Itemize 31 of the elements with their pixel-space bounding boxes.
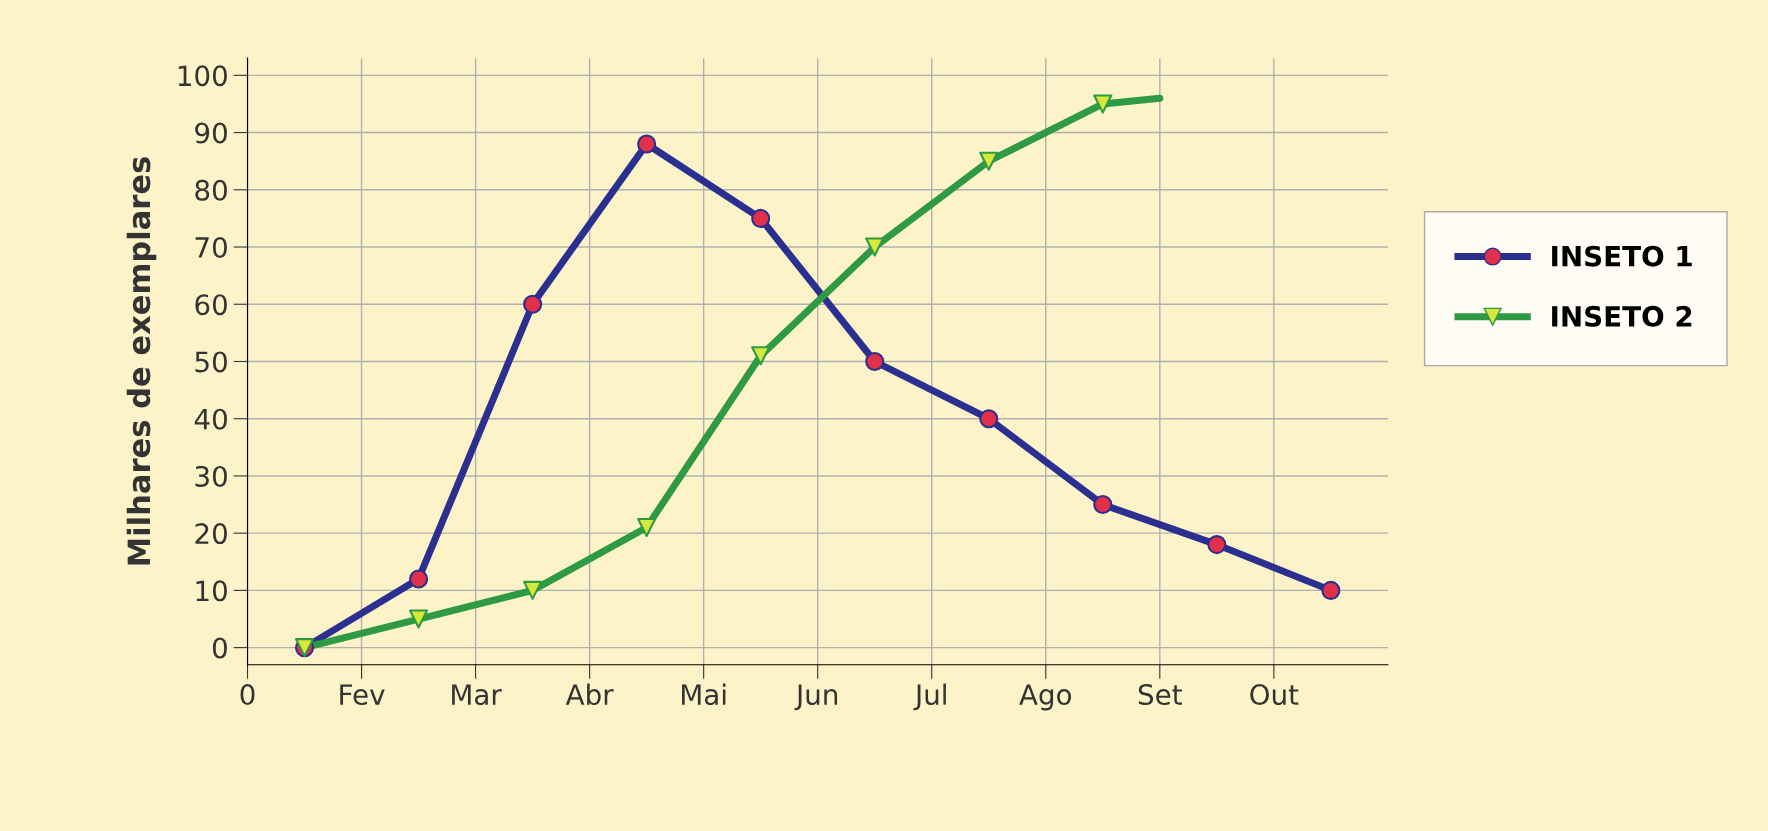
point	[637, 517, 657, 537]
x-tick-label: Abr	[565, 683, 614, 706]
x-tick-label: 0	[240, 684, 255, 706]
point	[751, 346, 771, 366]
y-tick-label: 100	[178, 65, 227, 87]
x-tick-label: Jun	[794, 684, 838, 711]
x-tick-label: Out	[1250, 684, 1299, 706]
legend-label: INSETO 1	[1552, 245, 1692, 267]
point	[979, 151, 999, 171]
y-tick-label: 80	[195, 179, 227, 201]
y-tick-label: 10	[196, 580, 227, 602]
point	[865, 237, 885, 257]
y-tick-label: 50	[195, 351, 227, 373]
point	[1093, 94, 1113, 114]
x-tick-label: Fev	[340, 684, 385, 706]
y-axis-title: Milhares de exemplares	[126, 157, 157, 565]
y-tick-label: 20	[195, 523, 227, 545]
x-tick-label: Ago	[1019, 684, 1072, 711]
y-tick-label: 60	[195, 294, 227, 316]
y-tick-label: 40	[194, 408, 227, 430]
y-tick-label: 90	[195, 122, 227, 144]
legend-label: INSETO 2	[1552, 305, 1692, 327]
point	[523, 580, 543, 600]
x-tick-label: Set	[1138, 684, 1182, 706]
y-tick-label: 70	[195, 236, 227, 258]
point	[409, 609, 429, 629]
x-tick-label: Jul	[913, 683, 946, 711]
x-tick-label: Mai	[682, 683, 726, 706]
y-tick-label: 0	[212, 637, 227, 659]
x-tick-label: Mar	[452, 684, 502, 706]
y-tick-label: 30	[195, 465, 227, 487]
